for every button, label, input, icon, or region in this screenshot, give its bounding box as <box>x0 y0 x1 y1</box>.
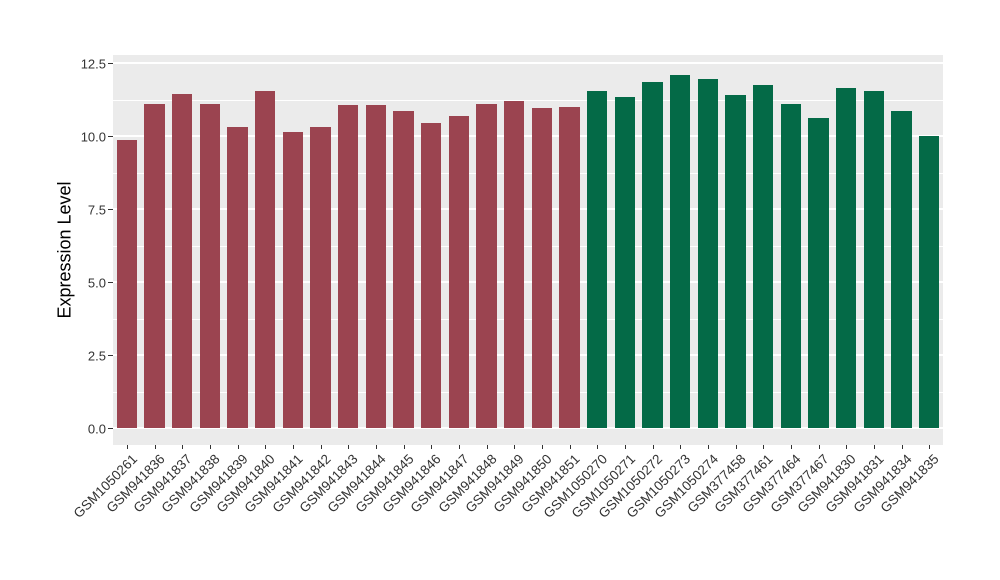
y-tick-label: 10.0 <box>80 129 106 144</box>
x-tick-mark <box>873 445 875 449</box>
bar-GSM941851 <box>559 106 580 428</box>
y-tick-label: 0.0 <box>87 421 106 436</box>
x-tick-mark <box>597 445 599 449</box>
bar-GSM1050274 <box>697 79 719 428</box>
bar-GSM941849 <box>503 100 525 428</box>
gridline-major <box>113 281 943 283</box>
bar-GSM377464 <box>780 103 802 428</box>
x-tick-mark <box>624 445 626 449</box>
bar-GSM941837 <box>171 93 193 428</box>
bar-GSM941841 <box>282 131 304 428</box>
x-tick-mark <box>126 445 128 449</box>
bar-GSM1050270 <box>586 90 608 428</box>
gridline-major <box>113 427 943 429</box>
x-tick-mark <box>209 445 211 449</box>
y-tick-mark <box>108 282 113 283</box>
x-tick-mark <box>486 445 488 449</box>
gridline-minor <box>113 99 943 101</box>
x-tick-mark <box>182 445 184 449</box>
bar-GSM1050261 <box>116 140 138 428</box>
bar-GSM941839 <box>227 127 248 428</box>
bar-GSM941847 <box>448 115 470 428</box>
bar-GSM377461 <box>752 84 774 428</box>
bar-GSM377458 <box>725 95 746 428</box>
x-tick-mark <box>790 445 792 449</box>
x-tick-mark <box>292 445 294 449</box>
y-tick-mark <box>108 63 113 64</box>
gridline-major <box>113 354 943 356</box>
x-tick-mark <box>154 445 156 449</box>
x-tick-mark <box>348 445 350 449</box>
bar-GSM941831 <box>863 90 885 428</box>
bar-GSM941843 <box>337 105 359 428</box>
x-tick-mark <box>818 445 820 449</box>
x-tick-mark <box>763 445 765 449</box>
x-tick-mark <box>265 445 267 449</box>
x-tick-mark <box>237 445 239 449</box>
y-tick-mark <box>108 428 113 429</box>
bar-GSM941842 <box>310 127 331 428</box>
x-tick-mark <box>735 445 737 449</box>
bar-GSM941845 <box>393 111 414 428</box>
gridline-major <box>113 62 943 64</box>
bar-GSM941846 <box>420 122 442 428</box>
gridline-minor <box>113 172 943 174</box>
bar-GSM941848 <box>476 103 497 428</box>
bar-GSM1050273 <box>669 74 691 428</box>
gridline-minor <box>113 245 943 247</box>
bar-GSM941850 <box>531 108 553 428</box>
y-tick-label: 2.5 <box>87 348 106 363</box>
x-tick-mark <box>514 445 516 449</box>
y-tick-mark <box>108 136 113 137</box>
y-tick-label: 12.5 <box>80 56 106 71</box>
x-tick-mark <box>403 445 405 449</box>
bar-GSM941830 <box>835 87 857 428</box>
x-tick-mark <box>652 445 654 449</box>
x-tick-mark <box>541 445 543 449</box>
y-tick-label: 7.5 <box>87 202 106 217</box>
bar-GSM941834 <box>891 111 912 428</box>
bar-GSM1050271 <box>614 96 636 428</box>
x-tick-mark <box>458 445 460 449</box>
x-tick-mark <box>375 445 377 449</box>
x-tick-mark <box>431 445 433 449</box>
x-tick-mark <box>569 445 571 449</box>
gridline-minor <box>113 391 943 393</box>
y-tick-mark <box>108 209 113 210</box>
bar-GSM941835 <box>918 136 940 428</box>
bar-GSM941844 <box>365 105 387 428</box>
x-tick-mark <box>929 445 931 449</box>
x-tick-mark <box>846 445 848 449</box>
bar-GSM377467 <box>808 118 829 428</box>
x-tick-mark <box>901 445 903 449</box>
y-tick-mark <box>108 355 113 356</box>
bar-GSM941836 <box>144 103 165 428</box>
y-tick-label: 5.0 <box>87 275 106 290</box>
x-tick-mark <box>680 445 682 449</box>
plot-panel <box>113 55 943 445</box>
x-tick-mark <box>707 445 709 449</box>
gridline-major <box>113 208 943 210</box>
bar-GSM1050272 <box>642 81 663 428</box>
x-tick-mark <box>320 445 322 449</box>
gridline-minor <box>113 318 943 320</box>
bar-GSM941838 <box>199 103 221 428</box>
bar-GSM941840 <box>254 90 276 428</box>
gridline-major <box>113 135 943 137</box>
